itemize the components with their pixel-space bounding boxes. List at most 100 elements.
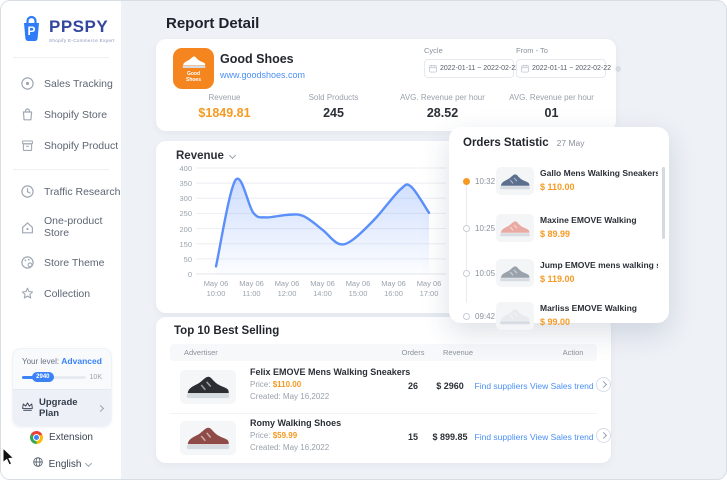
sidebar-item-one-product-store[interactable]: One-product Store: [1, 207, 121, 247]
sidebar-item-shopify-product[interactable]: Shopify Product: [1, 130, 121, 161]
order-item[interactable]: 10:25 Maxine EMOVE Walking $ 89.99: [449, 209, 659, 249]
divider: [13, 57, 109, 58]
orders-statistic-panel: Orders Statistic 27 May 10:32 Gallo Mens…: [449, 127, 669, 330]
clock-icon: [20, 184, 35, 199]
table-header: Advertiser Orders Revenue Action: [170, 344, 597, 361]
product-thumbnail: [496, 302, 534, 330]
svg-text:P: P: [27, 24, 35, 38]
sidebar-item-shopify-store[interactable]: Shopify Store: [1, 99, 121, 130]
find-suppliers-link[interactable]: Find suppliers: [474, 381, 528, 391]
row-expand-button[interactable]: [596, 377, 611, 392]
sidebar-item-sales-tracking[interactable]: Sales Tracking: [1, 68, 121, 99]
store-logo: Good Shoes: [173, 48, 214, 89]
order-product-name: Jump EMOVE mens walking s...: [540, 260, 658, 270]
star-icon: [20, 286, 35, 301]
from-to-label: From - To: [516, 46, 548, 55]
orders-count: 26: [407, 381, 418, 391]
chart-x-axis: May 06 10:00 May 06 11:00 May 06 12:00 May 06 1…: [203, 279, 442, 298]
level-value: Advanced: [61, 356, 102, 366]
revenue-chart-dropdown[interactable]: Revenue: [176, 150, 236, 162]
calendar-icon: [429, 60, 437, 78]
store-url-link[interactable]: www.goodshoes.com: [220, 70, 306, 80]
product-created: May 16,2022: [282, 443, 330, 452]
globe-icon: [32, 455, 44, 473]
target-icon: [20, 76, 35, 91]
timeline-line: [466, 185, 467, 303]
from-to-date-group: From - To 2022-01-11 ~ 2022-02-22: [516, 46, 622, 78]
ppspy-bag-icon: P: [19, 15, 44, 43]
row-expand-button[interactable]: [596, 428, 611, 443]
extension-button[interactable]: Extension: [1, 431, 122, 444]
divider: [13, 169, 109, 170]
page-title: Report Detail: [166, 15, 260, 32]
order-price: $ 99.00: [540, 317, 571, 327]
cycle-date-value: 2022-01-11 ~ 2022-02-22: [440, 65, 520, 72]
shopping-bag-icon: [20, 107, 35, 122]
order-item[interactable]: 10:05 Jump EMOVE mens walking s... $ 119…: [449, 254, 659, 294]
stat-avg-revenue-hour-2: AVG. Revenue per hour 01: [509, 93, 594, 120]
app-logo: P PPSPY Shopify E-Commerce Expert: [1, 1, 121, 43]
revenue-line-chart: [196, 167, 446, 275]
sidebar-item-collection[interactable]: Collection: [1, 278, 121, 309]
cycle-label: Cycle: [424, 46, 443, 55]
chrome-icon: [30, 431, 44, 444]
language-selector[interactable]: English: [1, 455, 122, 473]
cycle-date-input[interactable]: 2022-01-11 ~ 2022-02-22: [424, 59, 530, 78]
store-summary-card: Good Shoes Good Shoes www.goodshoes.com …: [156, 39, 622, 131]
chevron-right-icon: [599, 380, 608, 389]
revenue-value: $ 899.85: [432, 432, 468, 442]
chevron-right-icon: [599, 431, 608, 440]
upgrade-plan-button[interactable]: Upgrade Plan: [13, 389, 111, 426]
level-progress-max: 10K: [89, 374, 102, 381]
product-price: $59.99: [272, 431, 298, 440]
order-time: 10:05: [475, 269, 496, 278]
find-suppliers-link[interactable]: Find suppliers: [474, 432, 528, 442]
sidebar-item-label: Store Theme: [44, 256, 105, 269]
orders-panel-date: 27 May: [556, 138, 585, 148]
view-sales-trend-link[interactable]: View Sales trend: [530, 381, 594, 391]
upgrade-plan-label: Upgrade Plan: [39, 397, 78, 419]
product-thumbnail: [180, 370, 236, 404]
table-row: Felix EMOVE Mens Walking Sneakers Price:…: [170, 363, 611, 410]
product-thumbnail: [496, 167, 534, 195]
order-product-name: Maxine EMOVE Walking: [540, 215, 637, 225]
orders-count: 15: [407, 432, 418, 442]
sidebar-item-label: Collection: [44, 287, 91, 300]
gear-icon[interactable]: [614, 60, 622, 78]
stat-revenue: Revenue $1849.81: [198, 93, 251, 120]
from-to-date-value: 2022-01-11 ~ 2022-02-22: [532, 65, 612, 72]
extension-label: Extension: [49, 432, 93, 443]
stat-sold-products: Sold Products 245: [308, 93, 359, 120]
product-thumbnail: [496, 259, 534, 287]
view-sales-trend-link[interactable]: View Sales trend: [530, 432, 594, 442]
product-box-icon: [20, 138, 35, 153]
chevron-down-icon: [228, 151, 236, 159]
sidebar-item-label: Shopify Store: [44, 108, 108, 121]
order-product-name: Marliss EMOVE Walking: [540, 303, 637, 313]
cycle-date-group: Cycle 2022-01-11 ~ 2022-02-22: [424, 46, 530, 78]
sidebar-item-label: Sales Tracking: [44, 77, 113, 90]
sidebar-item-traffic-research[interactable]: Traffic Research: [1, 176, 121, 207]
mouse-cursor: [2, 447, 15, 466]
scrollbar[interactable]: [662, 167, 665, 239]
order-price: $ 119.00: [540, 274, 575, 284]
stat-avg-revenue-hour: AVG. Revenue per hour 28.52: [400, 93, 485, 120]
level-progress-fill: [22, 376, 42, 379]
order-price: $ 110.00: [540, 182, 575, 192]
timeline-dot-icon: [463, 270, 470, 277]
from-to-date-input[interactable]: 2022-01-11 ~ 2022-02-22: [516, 59, 622, 78]
order-time: 10:25: [475, 224, 496, 233]
product-thumbnail: [496, 214, 534, 242]
sidebar-item-label: Traffic Research: [44, 185, 121, 198]
product-created: May 16,2022: [282, 392, 330, 401]
order-item[interactable]: 10:32 Gallo Mens Walking Sneakers... $ 1…: [449, 162, 659, 202]
best-selling-card: Top 10 Best Selling Advertiser Orders Re…: [156, 317, 611, 463]
order-price: $ 89.99: [540, 229, 571, 239]
table-row: Romy Walking Shoes Price: $59.99 Created…: [170, 413, 611, 460]
order-item[interactable]: 09:42 Marliss EMOVE Walking $ 99.00: [449, 297, 659, 337]
order-product-name: Gallo Mens Walking Sneakers...: [540, 168, 658, 178]
level-card: Your level: Advanced 2940 10K Upgrade Pl…: [12, 348, 112, 427]
timeline-dot-icon: [463, 225, 470, 232]
sidebar-item-store-theme[interactable]: Store Theme: [1, 247, 121, 278]
crown-icon: [21, 399, 34, 417]
